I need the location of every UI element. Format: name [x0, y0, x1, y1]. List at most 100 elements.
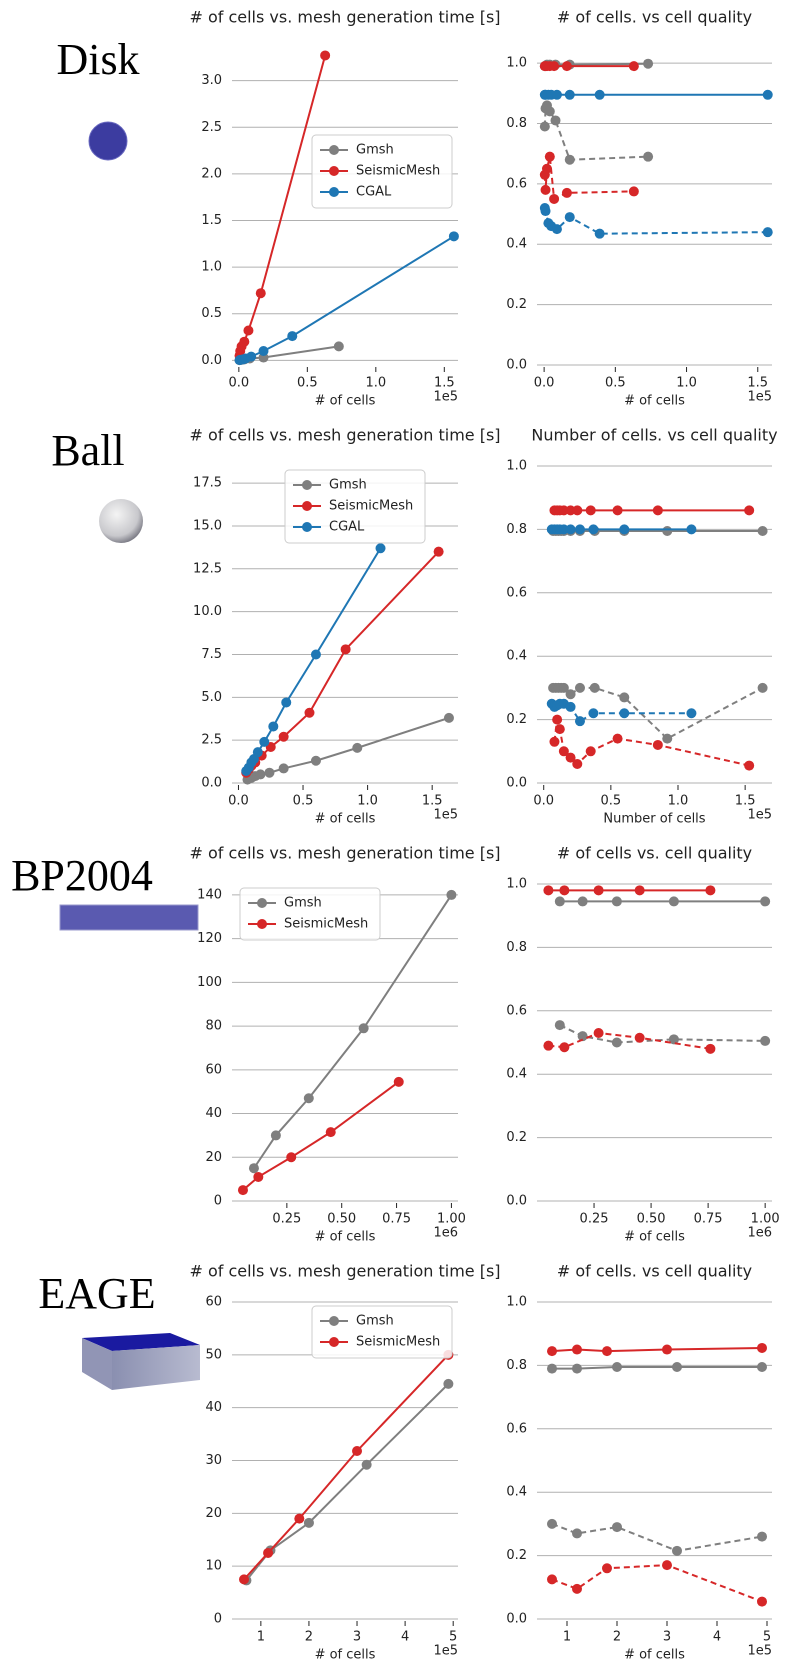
x-tick-label: 1.0: [357, 794, 378, 809]
x-tick-label: 1.5: [747, 376, 768, 391]
row-label: EAGE: [38, 1269, 155, 1318]
x-tick-label: 0.25: [272, 1212, 301, 1227]
chart-title: # of cells vs. mesh generation time [s]: [189, 426, 500, 445]
data-point: [572, 1345, 582, 1355]
y-tick-label: 0.6: [506, 176, 527, 191]
legend-marker: [257, 919, 267, 929]
y-tick-label: 17.5: [193, 476, 222, 491]
x-tick-label: 5: [449, 1630, 457, 1645]
x-tick-label: 1.00: [437, 1212, 466, 1227]
x-tick-label: 4: [401, 1630, 409, 1645]
data-point: [757, 1362, 767, 1372]
data-point: [594, 1028, 604, 1038]
legend-label: SeismicMesh: [284, 917, 368, 932]
series-line: [552, 1524, 762, 1551]
data-point: [362, 1460, 372, 1470]
data-point: [286, 1152, 296, 1162]
y-tick-label: 0.0: [506, 1194, 527, 1209]
series-line: [552, 1367, 762, 1369]
y-tick-label: 0.4: [506, 1485, 527, 1500]
y-tick-label: 1.0: [506, 1295, 527, 1310]
data-point: [588, 708, 598, 718]
data-point: [594, 885, 604, 895]
y-tick-label: 2.0: [201, 166, 222, 181]
data-point: [566, 689, 576, 699]
data-point: [578, 896, 588, 906]
series-line: [560, 1025, 765, 1042]
data-point: [541, 206, 551, 216]
y-tick-label: 1.0: [506, 56, 527, 71]
data-point: [444, 713, 454, 723]
y-tick-label: 0: [214, 1612, 222, 1627]
x-axis-label: # of cells: [624, 1230, 685, 1245]
y-tick-label: 0.6: [506, 585, 527, 600]
eage-thumbnail: [82, 1333, 200, 1390]
x-tick-label: 1.5: [434, 376, 455, 391]
data-point: [612, 1038, 622, 1048]
data-point: [352, 743, 362, 753]
data-point: [547, 1364, 557, 1374]
data-point: [545, 106, 555, 116]
data-point: [590, 683, 600, 693]
legend-marker: [329, 145, 339, 155]
data-point: [612, 1362, 622, 1372]
y-tick-label: 0.6: [506, 1003, 527, 1018]
data-point: [686, 708, 696, 718]
series-line: [545, 157, 634, 199]
data-point: [239, 337, 249, 347]
x-axis-label: # of cells: [624, 1648, 685, 1663]
data-point: [635, 1033, 645, 1043]
data-point: [662, 1345, 672, 1355]
data-point: [543, 885, 553, 895]
x-axis-label: # of cells: [315, 812, 376, 827]
y-tick-label: 80: [205, 1019, 222, 1034]
y-tick-label: 20: [205, 1150, 222, 1165]
data-point: [619, 692, 629, 702]
data-point: [263, 1548, 273, 1558]
data-point: [565, 155, 575, 165]
data-point: [575, 683, 585, 693]
data-point: [249, 1163, 259, 1173]
y-tick-label: 0.8: [506, 1358, 527, 1373]
chart-title: Number of cells. vs cell quality: [531, 426, 777, 445]
disk-thumbnail: [89, 122, 127, 160]
data-point: [562, 61, 572, 71]
x-tick-label: 0.75: [382, 1212, 411, 1227]
y-tick-label: 140: [197, 887, 222, 902]
data-point: [565, 212, 575, 222]
data-point: [653, 740, 663, 750]
x-tick-label: 0.0: [534, 376, 555, 391]
data-point: [653, 505, 663, 515]
data-point: [565, 90, 575, 100]
y-tick-label: 0.2: [506, 1548, 527, 1563]
data-point: [672, 1362, 682, 1372]
data-point: [549, 194, 559, 204]
data-point: [629, 186, 639, 196]
y-tick-label: 0.4: [506, 649, 527, 664]
data-point: [705, 1044, 715, 1054]
data-point: [705, 885, 715, 895]
data-point: [304, 1518, 314, 1528]
x-tick-label: 0.0: [533, 794, 554, 809]
legend-label: CGAL: [356, 185, 392, 200]
legend-marker: [302, 522, 312, 532]
legend-marker: [329, 166, 339, 176]
data-point: [259, 737, 269, 747]
data-point: [757, 1532, 767, 1542]
y-tick-label: 5.0: [201, 690, 222, 705]
y-tick-label: 0.8: [506, 940, 527, 955]
data-point: [602, 1563, 612, 1573]
series-line: [545, 208, 768, 234]
legend-label: SeismicMesh: [356, 164, 440, 179]
x-offset: 1e5: [433, 390, 458, 405]
x-tick-label: 5: [763, 1630, 771, 1645]
x-offset: 1e5: [747, 1644, 772, 1659]
data-point: [287, 331, 297, 341]
data-point: [304, 1093, 314, 1103]
data-point: [341, 644, 351, 654]
x-tick-label: 0.5: [297, 376, 318, 391]
data-point: [281, 697, 291, 707]
data-point: [619, 524, 629, 534]
x-tick-label: 0.50: [327, 1212, 356, 1227]
data-point: [643, 152, 653, 162]
